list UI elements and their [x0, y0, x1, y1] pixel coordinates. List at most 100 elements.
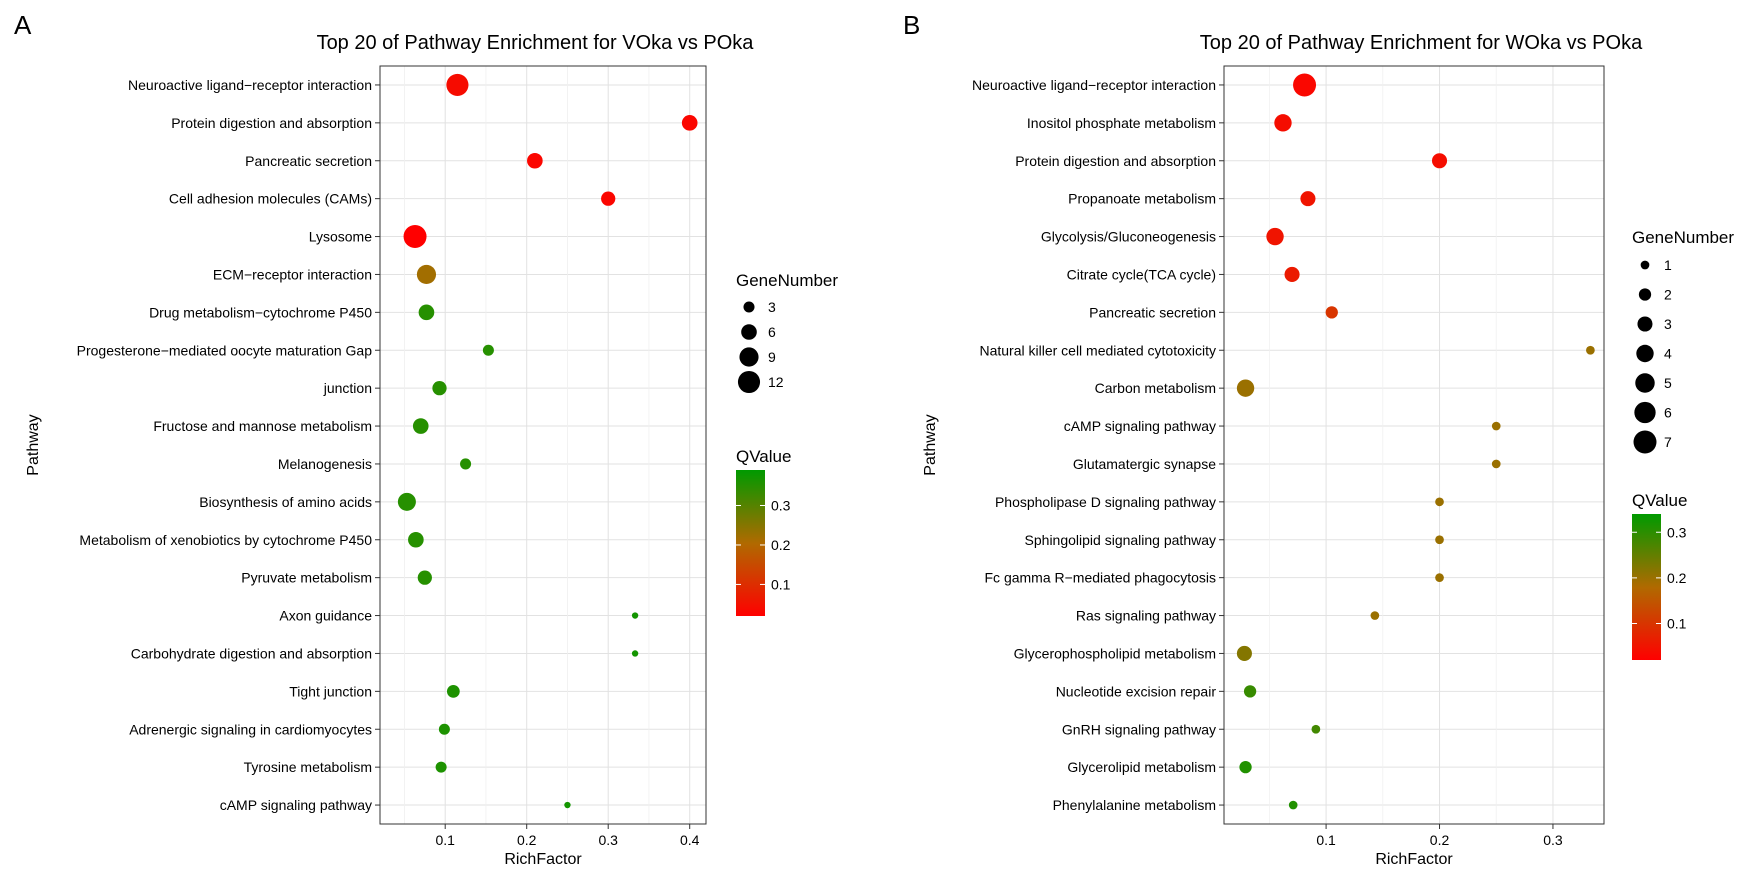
y-tick-label: Lysosome — [309, 229, 373, 245]
gridlines-b — [1224, 66, 1604, 824]
y-tick-label: Axon guidance — [279, 608, 372, 624]
x-tick-label: 0.3 — [598, 832, 618, 848]
color-legend-label: 0.1 — [771, 576, 791, 592]
y-tick-label: Carbohydrate digestion and absorption — [131, 645, 372, 661]
x-tick-label: 0.2 — [517, 832, 537, 848]
y-axis-label-b: Pathway — [922, 414, 939, 475]
point-a-15 — [631, 650, 639, 657]
y-tick-label: Pancreatic secretion — [1089, 304, 1216, 320]
point-b-6 — [1325, 306, 1338, 319]
size-legend-dot — [737, 370, 761, 394]
point-a-8 — [432, 381, 447, 396]
y-tick-label: Inositol phosphate metabolism — [1027, 115, 1216, 131]
point-a-5 — [416, 264, 437, 285]
y-tick-label: Sphingolipid signaling pathway — [1025, 532, 1216, 548]
point-b-17 — [1311, 724, 1321, 734]
y-tick-label: GnRH signaling pathway — [1062, 721, 1216, 737]
y-tick-label: Protein digestion and absorption — [171, 115, 372, 131]
y-tick-label: Tight junction — [289, 683, 372, 699]
y-tick-label: Phospholipase D signaling pathway — [995, 494, 1216, 510]
point-b-10 — [1491, 459, 1501, 469]
y-axis-label-a: Pathway — [25, 414, 42, 475]
y-tick-label: Phenylalanine metabolism — [1053, 797, 1216, 813]
x-tick-label: 0.4 — [680, 832, 700, 848]
plot-border-b — [1223, 65, 1605, 825]
size-legend-dot — [1638, 288, 1652, 301]
size-legend-b: GeneNumber 1 2 3 4 5 6 7 — [1632, 228, 1734, 454]
y-tick-label: Cell adhesion molecules (CAMs) — [169, 191, 372, 207]
color-bar-b — [1632, 514, 1661, 660]
size-legend-label: 9 — [768, 349, 776, 365]
color-legend-label: 0.3 — [1667, 524, 1687, 540]
y-tick-label: Fructose and mannose metabolism — [153, 418, 372, 434]
y-tick-label: Biosynthesis of amino acids — [199, 494, 372, 510]
chart-title-b: Top 20 of Pathway Enrichment for WOka vs… — [1200, 32, 1643, 54]
y-tick-label: cAMP signaling pathway — [1064, 418, 1216, 434]
point-a-14 — [631, 612, 639, 619]
panel-label-a: A — [14, 10, 32, 40]
point-a-12 — [408, 531, 424, 548]
point-b-3 — [1300, 191, 1316, 207]
y-tick-label: Ras signaling pathway — [1076, 608, 1216, 624]
size-legend-label: 7 — [1664, 434, 1672, 450]
size-legend-title-a: GeneNumber — [736, 271, 838, 290]
y-tick-label: Melanogenesis — [278, 456, 372, 472]
size-legend-dot — [1635, 373, 1655, 393]
point-a-19 — [564, 801, 571, 809]
size-legend-label: 6 — [1664, 405, 1672, 421]
plot-background-a — [380, 66, 706, 824]
y-tick-label: Protein digestion and absorption — [1015, 153, 1216, 169]
y-tick-label: Neuroactive ligand−receptor interaction — [972, 77, 1216, 93]
color-legend-a: QValue 0.1 0.2 0.3 — [736, 447, 791, 616]
size-legend-dot — [1634, 401, 1656, 424]
size-legend-label: 4 — [1664, 346, 1672, 362]
x-tick-label: 0.3 — [1543, 832, 1563, 848]
point-b-5 — [1284, 266, 1300, 282]
point-a-2 — [527, 152, 543, 169]
color-legend-title-b: QValue — [1632, 491, 1687, 510]
x-tick-label: 0.2 — [1430, 832, 1450, 848]
color-legend-label: 0.1 — [1667, 616, 1687, 632]
point-b-16 — [1243, 685, 1257, 698]
x-tick-label: 0.1 — [1316, 832, 1336, 848]
y-axis-a: Neuroactive ligand−receptor interaction P… — [77, 77, 380, 813]
point-b-1 — [1274, 114, 1292, 132]
point-a-10 — [460, 458, 472, 470]
y-tick-label: Drug metabolism−cytochrome P450 — [149, 304, 372, 320]
x-axis-label-b: RichFactor — [1375, 851, 1453, 868]
y-tick-label: Fc gamma R−mediated phagocytosis — [985, 570, 1217, 586]
size-legend-dot — [1636, 344, 1654, 363]
y-tick-label: Neuroactive ligand−receptor interaction — [128, 77, 372, 93]
point-b-19 — [1288, 800, 1298, 810]
size-legend-label: 2 — [1664, 287, 1672, 303]
y-tick-label: Glycerolipid metabolism — [1067, 759, 1216, 775]
panel-label-b: B — [903, 10, 920, 40]
point-b-12 — [1435, 535, 1444, 545]
point-b-2 — [1431, 153, 1448, 169]
size-legend-dot — [741, 324, 757, 340]
y-tick-label: Metabolism of xenobiotics by cytochrome … — [79, 532, 372, 548]
point-a-17 — [438, 723, 450, 735]
size-legend-dot — [739, 347, 759, 367]
size-legend-label: 12 — [768, 374, 784, 390]
points-a — [397, 73, 698, 809]
size-legend-label: 5 — [1664, 375, 1672, 391]
y-tick-label: Carbon metabolism — [1095, 380, 1216, 396]
y-tick-label: Citrate cycle(TCA cycle) — [1067, 266, 1216, 282]
y-tick-label: junction — [323, 380, 372, 396]
color-bar-a — [736, 470, 765, 616]
color-legend-label: 0.2 — [1667, 570, 1687, 586]
y-tick-label: Adrenergic signaling in cardiomyocytes — [129, 721, 372, 737]
point-b-14 — [1370, 611, 1380, 620]
y-tick-label: Glycerophospholipid metabolism — [1014, 645, 1216, 661]
point-a-6 — [418, 304, 435, 321]
size-legend-dot — [1633, 430, 1657, 454]
size-legend-dot — [1637, 316, 1653, 332]
color-legend-label: 0.3 — [771, 498, 791, 514]
y-tick-label: Pyruvate metabolism — [241, 570, 372, 586]
x-axis-label-a: RichFactor — [504, 851, 582, 868]
panel-b: B Top 20 of Pathway Enrichment for WOka … — [903, 10, 1734, 868]
chart-title-a: Top 20 of Pathway Enrichment for VOka vs… — [317, 32, 755, 54]
y-tick-label: Propanoate metabolism — [1068, 191, 1216, 207]
y-tick-label: Natural killer cell mediated cytotoxicit… — [979, 342, 1216, 358]
